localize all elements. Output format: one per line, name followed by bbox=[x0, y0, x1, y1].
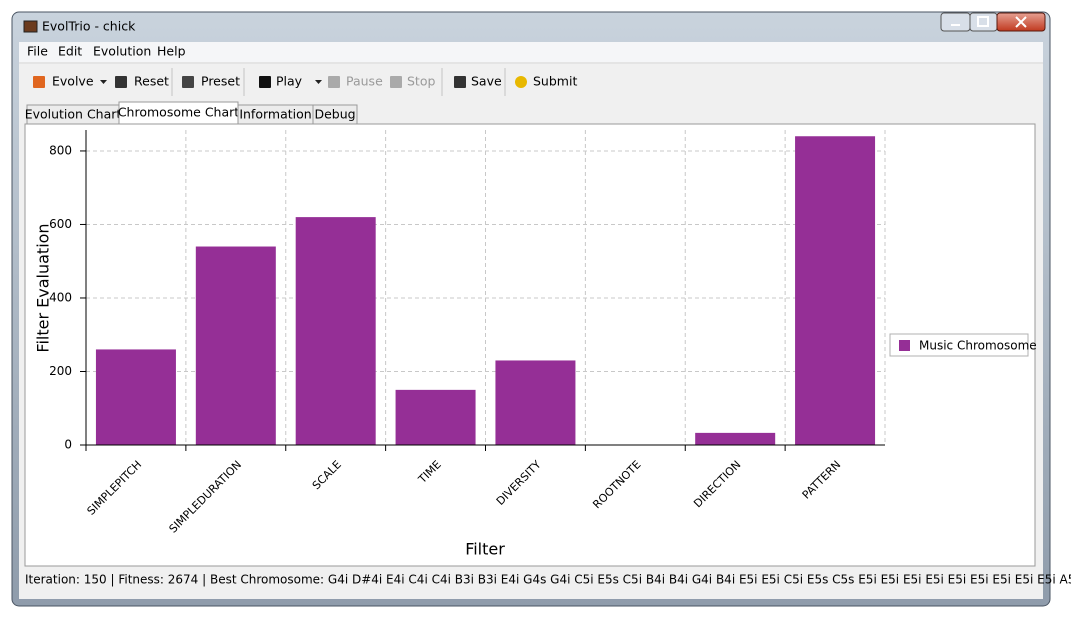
toolbar-icon bbox=[515, 76, 527, 88]
tab-label[interactable]: Information bbox=[239, 107, 311, 122]
menu-item[interactable]: Evolution bbox=[93, 44, 151, 59]
tab-label[interactable]: Evolution Chart bbox=[25, 107, 122, 122]
toolbar-button[interactable]: Submit bbox=[533, 74, 577, 89]
y-axis-title: Filter Evaluation bbox=[34, 223, 53, 352]
maximize-button[interactable] bbox=[969, 12, 998, 32]
toolbar-icon bbox=[328, 76, 340, 88]
toolbar-button[interactable]: Reset bbox=[134, 74, 169, 89]
y-tick-label: 200 bbox=[49, 364, 72, 378]
y-tick-label: 400 bbox=[49, 290, 72, 304]
tab-label[interactable]: Chromosome Chart bbox=[118, 105, 239, 120]
toolbar-button[interactable]: Preset bbox=[201, 74, 240, 89]
toolbar-icon bbox=[115, 76, 127, 88]
menu-item[interactable]: Edit bbox=[58, 44, 82, 59]
y-tick-label: 0 bbox=[64, 438, 72, 452]
chart-panel bbox=[24, 123, 1036, 567]
dropdown-arrow[interactable] bbox=[100, 80, 107, 84]
legend-box bbox=[889, 333, 1029, 357]
minimize-button[interactable] bbox=[940, 12, 971, 32]
bar bbox=[695, 432, 776, 445]
toolbar-button: Stop bbox=[407, 74, 435, 89]
bar bbox=[395, 389, 476, 445]
bar bbox=[795, 136, 876, 445]
toolbar-button[interactable]: Evolve bbox=[52, 74, 94, 89]
toolbar-icon bbox=[259, 76, 271, 88]
bar bbox=[295, 217, 376, 445]
window-title: EvolTrio - chick bbox=[42, 19, 136, 34]
toolbar-icon bbox=[390, 76, 402, 88]
bar bbox=[95, 349, 176, 445]
bar bbox=[495, 360, 576, 445]
toolbar-icon bbox=[454, 76, 466, 88]
toolbar-button[interactable]: Play bbox=[276, 74, 303, 89]
tab-label[interactable]: Debug bbox=[314, 107, 355, 122]
toolbar-button: Pause bbox=[346, 74, 383, 89]
legend-swatch bbox=[899, 340, 910, 351]
menu-item[interactable]: Help bbox=[157, 44, 186, 59]
y-tick-label: 800 bbox=[49, 143, 72, 157]
app-icon bbox=[23, 20, 38, 33]
menu-item[interactable]: File bbox=[27, 44, 48, 59]
toolbar-icon bbox=[33, 76, 45, 88]
toolbar-icon bbox=[182, 76, 194, 88]
y-tick-label: 600 bbox=[49, 217, 72, 231]
toolbar-button[interactable]: Save bbox=[471, 74, 502, 89]
bar bbox=[195, 246, 276, 445]
status-bar: Iteration: 150 | Fitness: 2674 | Best Ch… bbox=[25, 573, 1071, 587]
dropdown-arrow[interactable] bbox=[315, 80, 322, 84]
menu-bar bbox=[19, 42, 1043, 62]
x-axis-title: Filter bbox=[465, 540, 505, 559]
legend-label: Music Chromosome bbox=[919, 339, 1037, 353]
